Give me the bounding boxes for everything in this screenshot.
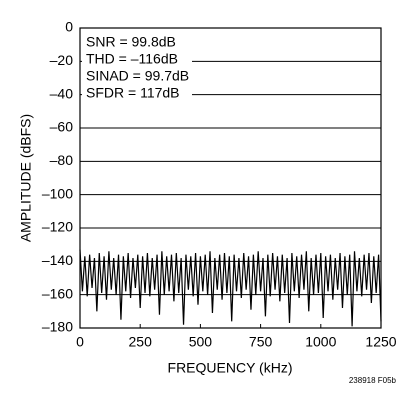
spectrum-line <box>79 249 382 327</box>
y-tick-label: –40 <box>50 85 74 101</box>
y-tick-label: –140 <box>42 252 73 268</box>
y-tick-label: –180 <box>42 319 73 335</box>
x-tick-label: 0 <box>76 334 84 350</box>
annotation: SNR = 99.8dB <box>86 34 176 50</box>
y-tick-label: –60 <box>50 119 74 135</box>
x-tick-label: 250 <box>129 334 153 350</box>
annotation-background <box>82 30 192 102</box>
x-axis-label: FREQUENCY (kHz) <box>168 360 293 376</box>
y-axis-label: AMPLITUDE (dBFS) <box>18 114 34 242</box>
x-tick-label: 500 <box>189 334 213 350</box>
x-tick-label: 1000 <box>305 334 336 350</box>
annotation: SINAD = 99.7dB <box>86 68 189 84</box>
y-tick-label: 0 <box>65 19 73 35</box>
y-tick-label: –20 <box>50 52 74 68</box>
y-tick-label: –160 <box>42 285 73 301</box>
x-tick-label: 1250 <box>365 334 396 350</box>
x-tick-label: 750 <box>249 334 273 350</box>
y-tick-label: –120 <box>42 219 73 235</box>
annotation: SFDR = 117dB <box>86 85 180 101</box>
y-tick-label: –80 <box>50 152 74 168</box>
plot-frame <box>79 27 382 329</box>
figure-code: 238918 F05b <box>349 376 397 385</box>
annotation: THD = –116dB <box>86 51 178 67</box>
y-tick-label: –100 <box>42 185 73 201</box>
